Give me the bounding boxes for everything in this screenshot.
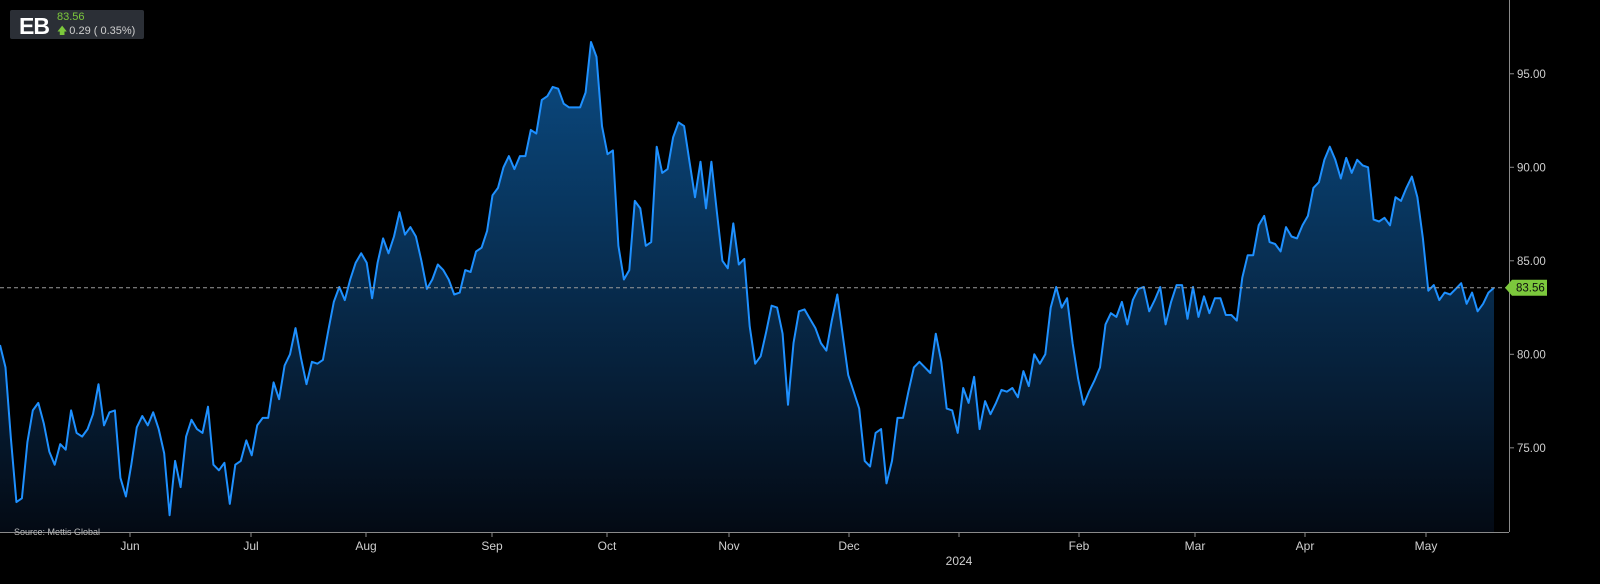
y-tick-label: 90.00	[1517, 162, 1546, 174]
price-area-fill	[0, 42, 1494, 532]
ticker-symbol: EB	[19, 13, 50, 39]
last-price-label: 83.56	[1516, 283, 1545, 295]
x-tick-label: Sep	[481, 539, 503, 553]
x-tick-label: Feb	[1069, 539, 1090, 553]
x-tick-label: Nov	[718, 539, 739, 553]
x-tick-label: Jun	[120, 539, 139, 553]
ticker-change-value: 0.29 ( 0.35%)	[69, 25, 136, 37]
y-tick-label: 75.00	[1517, 443, 1546, 455]
x-tick-label: May	[1415, 539, 1438, 553]
x-tick-label: Dec	[838, 539, 859, 553]
ticker-change: 🡅 0.29 ( 0.35%)	[57, 24, 135, 41]
source-note: Source: Mettis Global	[14, 527, 101, 537]
x-tick-label: Oct	[598, 539, 617, 553]
ticker-price: 83.56	[57, 11, 85, 23]
y-tick-label: 95.00	[1517, 69, 1546, 81]
ticker-badge: EB 83.56 🡅 0.29 ( 0.35%)	[10, 10, 144, 39]
x-tick-label: Apr	[1296, 539, 1315, 553]
x-tick-label: 2024	[946, 554, 973, 568]
x-tick-label: Mar	[1185, 539, 1206, 553]
price-line	[0, 41, 1495, 517]
up-arrow-icon: 🡅	[57, 26, 68, 37]
last-price-tag	[1505, 279, 1547, 296]
x-tick-label: Aug	[355, 539, 376, 553]
y-tick-label: 85.00	[1517, 256, 1546, 268]
y-tick-label: 80.00	[1517, 349, 1546, 361]
x-tick-label: Jul	[243, 539, 258, 553]
